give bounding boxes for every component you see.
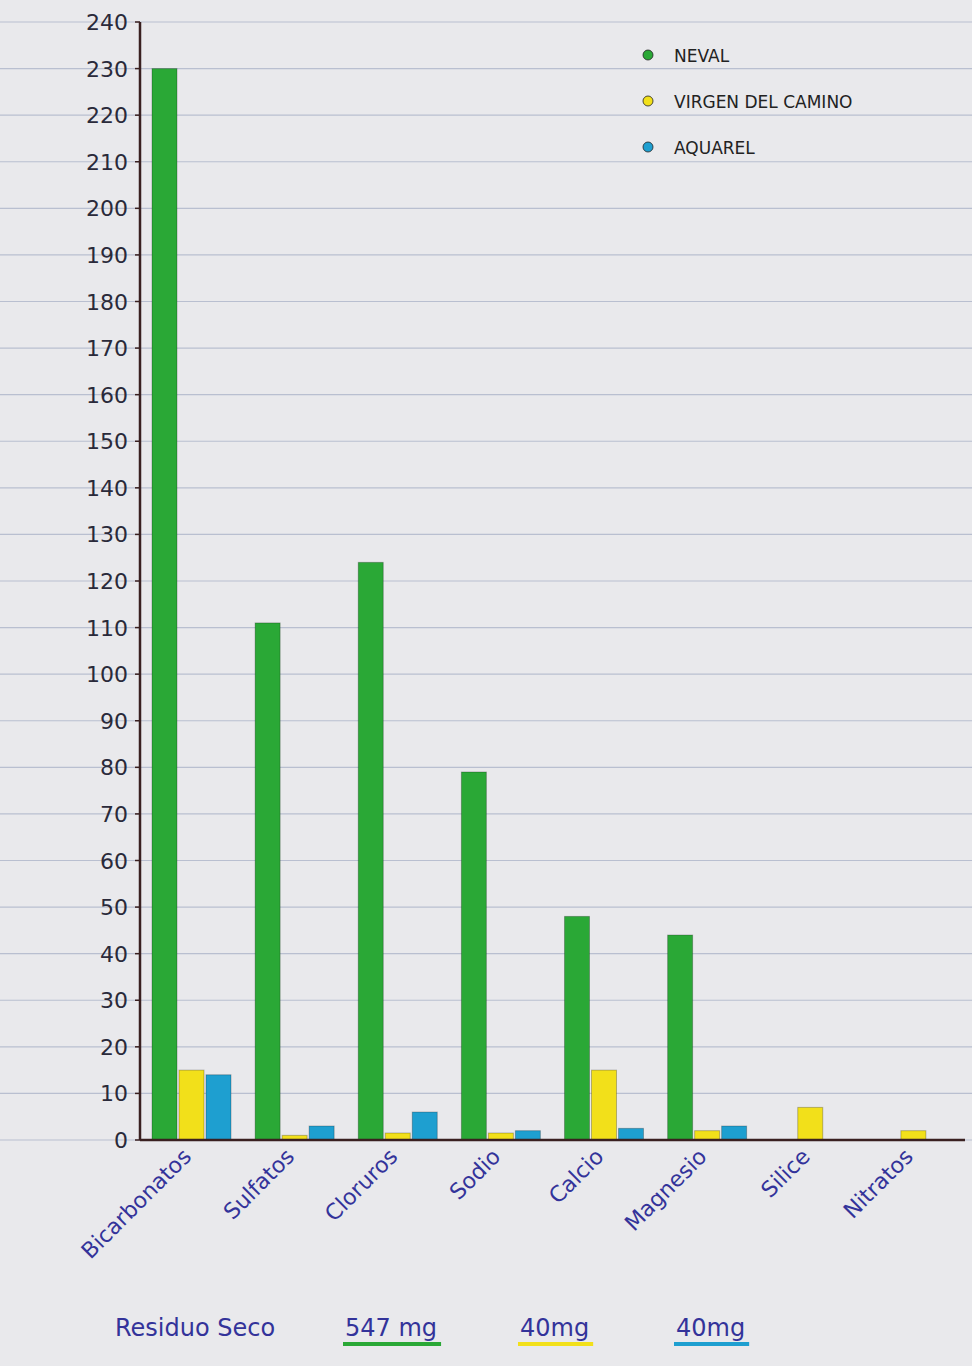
y-tick-label: 180: [86, 290, 128, 315]
y-tick-label: 210: [86, 150, 128, 175]
bar: [695, 1131, 720, 1140]
chart: 0 10 20 30 40 50 60 70 80 90 100 110 120 130 140 150 160…: [0, 0, 972, 1366]
x-axis: [140, 1139, 965, 1142]
y-tick-label: 200: [86, 196, 128, 221]
y-axis: [139, 22, 142, 1140]
residue-value: 40mg: [676, 1314, 745, 1342]
bar: [412, 1112, 437, 1140]
bar: [515, 1131, 540, 1140]
y-tick-label: 20: [100, 1035, 128, 1060]
bar: [565, 916, 590, 1140]
x-tick-label: Sodio: [445, 1144, 506, 1205]
y-tick-label: 190: [86, 243, 128, 268]
grid-line: [0, 21, 972, 22]
residue-underline: [518, 1342, 593, 1346]
bar: [309, 1126, 334, 1140]
y-tick-label: 60: [100, 849, 128, 874]
legend-label: NEVAL: [674, 46, 730, 66]
y-tick-label: 150: [86, 429, 128, 454]
x-tick-label: Bicarbonatos: [76, 1144, 196, 1264]
residue-label: Residuo Seco: [115, 1314, 275, 1342]
legend-marker: [643, 142, 653, 152]
y-tick-label: 80: [100, 755, 128, 780]
bar: [592, 1070, 617, 1140]
grid-line: [0, 767, 972, 768]
bar: [255, 623, 280, 1140]
legend-marker: [643, 50, 653, 60]
y-tick-label: 110: [86, 616, 128, 641]
legend-marker: [643, 96, 653, 106]
y-tick-label: 130: [86, 522, 128, 547]
y-tick-label: 230: [86, 57, 128, 82]
residue-underline: [343, 1342, 441, 1346]
grid-line: [0, 720, 972, 721]
grid-line: [0, 254, 972, 255]
legend-label: AQUAREL: [674, 138, 755, 158]
grid-line: [0, 627, 972, 628]
y-tick-label: 170: [86, 336, 128, 361]
x-tick-label: Cloruros: [320, 1144, 402, 1226]
grid-line: [0, 161, 972, 162]
y-tick-label: 100: [86, 662, 128, 687]
grid-line: [0, 487, 972, 488]
bar: [619, 1128, 644, 1140]
y-tick-label: 50: [100, 895, 128, 920]
grid-line: [0, 208, 972, 209]
bar: [358, 562, 383, 1140]
residue-underline: [674, 1342, 749, 1346]
x-tick-label: Nitratos: [839, 1144, 918, 1223]
y-tick-label: 0: [114, 1128, 128, 1153]
bar: [668, 935, 693, 1140]
bar: [901, 1131, 926, 1140]
bar: [461, 772, 486, 1140]
x-tick-label: Silice: [756, 1144, 815, 1203]
y-tick-label: 70: [100, 802, 128, 827]
x-tick-label: Magnesio: [620, 1144, 712, 1236]
residue-value: 40mg: [520, 1314, 589, 1342]
grid-line: [0, 534, 972, 535]
x-tick-label: Sulfatos: [219, 1144, 299, 1224]
legend-label: VIRGEN DEL CAMINO: [674, 92, 852, 112]
bar: [798, 1107, 823, 1140]
residue-value: 547 mg: [345, 1314, 437, 1342]
y-tick-label: 90: [100, 709, 128, 734]
bar: [206, 1075, 231, 1140]
bars: [152, 69, 926, 1140]
y-tick-label: 140: [86, 476, 128, 501]
grid-line: [0, 394, 972, 395]
grid-line: [0, 115, 972, 116]
grid-line: [0, 68, 972, 69]
y-tick-label: 240: [86, 10, 128, 35]
y-tick-label: 30: [100, 988, 128, 1013]
grid-line: [0, 674, 972, 675]
y-tick-label: 40: [100, 942, 128, 967]
grid-line: [0, 347, 972, 348]
grid-line: [0, 1139, 972, 1140]
bar: [152, 69, 177, 1140]
y-tick-label: 120: [86, 569, 128, 594]
bar: [722, 1126, 747, 1140]
grid-line: [0, 301, 972, 302]
background: [0, 0, 972, 1366]
page: 0 10 20 30 40 50 60 70 80 90 100 110 120 130 140 150 160…: [0, 0, 972, 1366]
y-tick-label: 220: [86, 103, 128, 128]
grid-line: [0, 441, 972, 442]
y-tick-label: 160: [86, 383, 128, 408]
bar: [179, 1070, 204, 1140]
grid-line: [0, 580, 972, 581]
y-tick-label: 10: [100, 1081, 128, 1106]
x-tick-label: Calcio: [544, 1144, 609, 1209]
